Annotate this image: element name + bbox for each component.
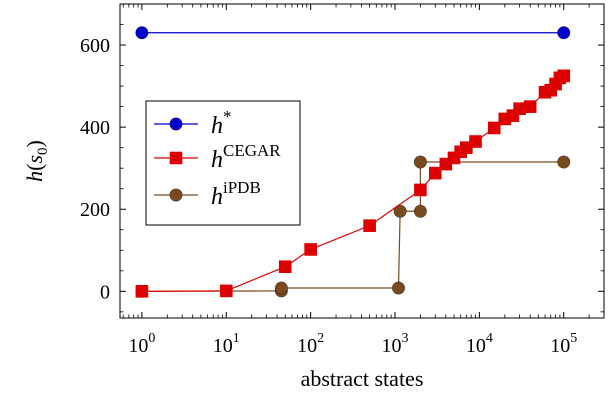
data-point-cegar	[428, 166, 442, 180]
data-point-ipdb	[392, 281, 406, 295]
legend-label: hCEGAR	[211, 141, 281, 173]
data-point-ipdb	[393, 204, 407, 218]
data-point-cegar	[557, 69, 571, 83]
data-point-ipdb	[413, 204, 427, 218]
data-point-cegar	[278, 260, 292, 273]
data-point-cegar	[523, 100, 537, 113]
legend-marker	[169, 117, 183, 131]
data-point-ipdb	[274, 281, 288, 295]
data-point-cegar	[513, 102, 526, 115]
data-point-cegar	[219, 284, 233, 298]
legend: h*hCEGAR hiPDB	[145, 100, 301, 226]
series-cegar	[135, 69, 571, 298]
y-tick-label: 400	[80, 117, 110, 139]
data-point-ipdb	[413, 155, 427, 169]
y-tick-label: 200	[80, 199, 110, 221]
legend-entry-cegar: hCEGAR	[154, 141, 281, 173]
legend-label: h*	[211, 107, 232, 139]
data-point-cegar	[487, 121, 501, 135]
data-point-cegar	[135, 285, 149, 298]
y-tick-label: 0	[100, 281, 110, 303]
legend-marker	[169, 151, 183, 165]
data-point-cegar	[363, 219, 376, 232]
data-point-cegar	[469, 135, 482, 148]
x-axis-title: abstract states	[301, 366, 424, 391]
legend-entry-hstar: h*	[154, 107, 232, 139]
legend-label: hiPDB	[211, 178, 261, 210]
legend-entry-ipdb: hiPDB	[154, 178, 261, 210]
plot-frame	[119, 3, 605, 319]
series-layer	[135, 26, 571, 298]
y-axis-title: h(s0)	[22, 140, 51, 182]
series-hstar	[135, 26, 571, 40]
data-point-ipdb	[557, 155, 571, 169]
y-tick-label: 600	[80, 35, 110, 57]
data-point-cegar	[414, 183, 427, 197]
x-tick-label: 101	[213, 331, 240, 357]
legend-marker	[169, 188, 183, 202]
data-point-hstar	[557, 26, 571, 40]
data-point-cegar	[304, 243, 317, 256]
data-point-hstar	[135, 26, 149, 40]
